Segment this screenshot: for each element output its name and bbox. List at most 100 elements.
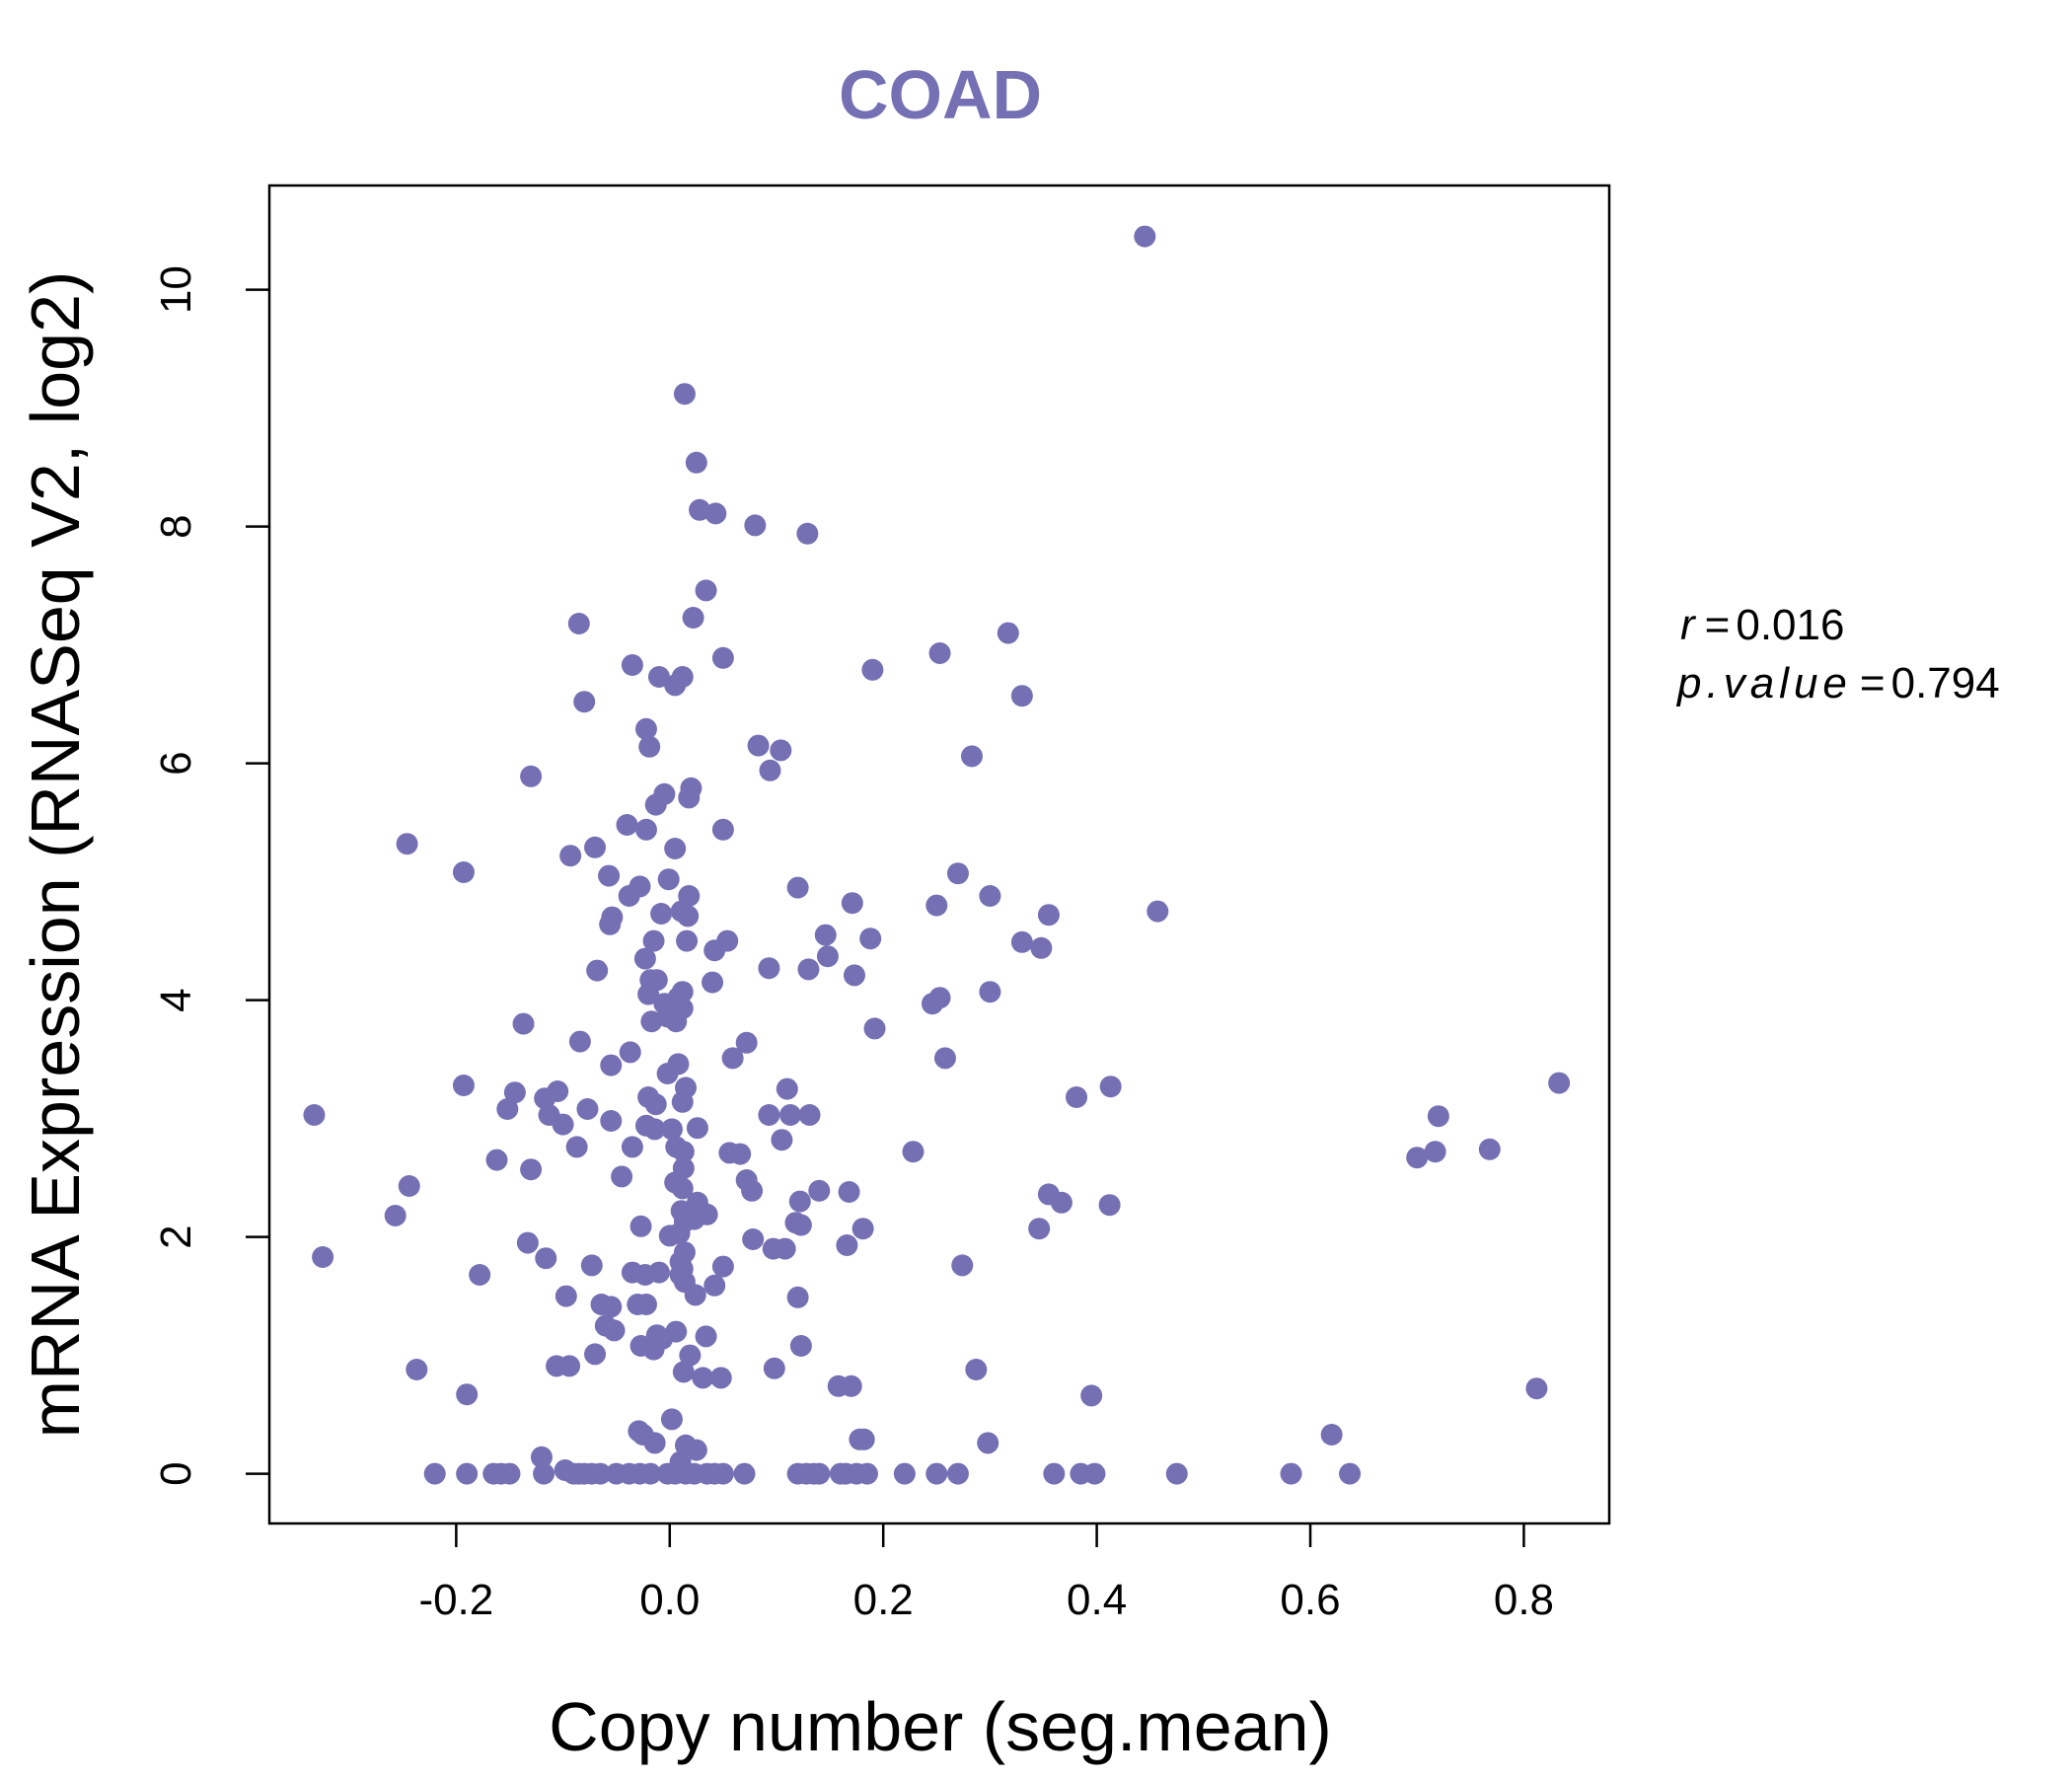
data-point: [580, 1254, 603, 1277]
data-point: [933, 1047, 956, 1070]
data-point: [733, 1462, 756, 1485]
data-point: [552, 1113, 574, 1136]
data-point: [1043, 1462, 1066, 1485]
data-point: [709, 1367, 732, 1389]
data-point: [568, 1030, 591, 1053]
data-point: [1030, 936, 1053, 959]
y-tick-label: 4: [152, 988, 200, 1011]
chart-title: COAD: [839, 56, 1042, 133]
x-axis-title: Copy number (seg.mean): [549, 1688, 1332, 1765]
data-point: [555, 1285, 577, 1307]
data-point: [682, 607, 704, 629]
data-point: [520, 765, 543, 787]
data-point: [1066, 1086, 1088, 1108]
data-point: [788, 1190, 811, 1213]
data-point: [496, 1098, 519, 1120]
data-point: [637, 983, 660, 1005]
p-stat-label: p.value: [1675, 659, 1852, 707]
data-point: [598, 864, 621, 887]
data-point: [619, 1041, 641, 1064]
data-point: [1147, 900, 1169, 923]
data-point: [533, 1462, 555, 1485]
data-point: [841, 892, 863, 915]
data-point: [676, 929, 699, 952]
data-point: [678, 786, 701, 809]
data-point: [808, 1179, 831, 1202]
data-point: [946, 862, 969, 885]
data-point: [452, 861, 475, 883]
data-point: [711, 1462, 734, 1485]
data-point: [843, 964, 865, 987]
data-point: [951, 1254, 974, 1277]
data-point: [861, 658, 884, 681]
data-point: [611, 1165, 633, 1188]
data-point: [711, 818, 734, 841]
data-point: [702, 971, 724, 994]
data-point: [946, 1462, 969, 1485]
data-point: [1427, 1105, 1449, 1128]
data-point: [758, 1104, 780, 1126]
data-point: [679, 1344, 702, 1367]
data-point: [535, 1247, 557, 1270]
data-point: [774, 1237, 796, 1260]
data-point: [1424, 1141, 1446, 1163]
data-point: [603, 1319, 626, 1342]
data-point: [695, 579, 717, 602]
data-point: [703, 939, 726, 962]
data-point: [686, 1117, 708, 1140]
r-stat-equals: =: [1705, 601, 1731, 649]
data-point: [928, 987, 951, 1009]
data-point: [776, 1077, 798, 1100]
data-point: [977, 1432, 999, 1454]
data-point: [729, 1143, 752, 1165]
data-point: [1406, 1147, 1429, 1169]
data-point: [902, 1141, 925, 1163]
data-point: [685, 1439, 707, 1461]
plot-frame: [267, 184, 1611, 1525]
data-point: [1037, 904, 1060, 927]
data-point: [852, 1428, 875, 1450]
data-point: [721, 1047, 744, 1070]
data-point: [423, 1462, 446, 1485]
data-point: [660, 1118, 683, 1141]
y-tick-label: 2: [152, 1224, 200, 1248]
data-point: [303, 1104, 326, 1126]
data-point: [396, 833, 418, 855]
data-point: [711, 1255, 734, 1278]
data-point: [789, 1214, 812, 1236]
data-point: [863, 1017, 886, 1040]
data-point: [398, 1175, 420, 1197]
r-stat-line: r = 0.016: [1680, 601, 1844, 649]
data-point: [660, 1408, 683, 1431]
data-point: [859, 928, 882, 950]
data-point: [647, 666, 670, 688]
data-point: [584, 1343, 607, 1366]
data-point: [1339, 1462, 1362, 1485]
data-point: [1028, 1218, 1051, 1240]
x-tick-label: 0.2: [853, 1576, 914, 1624]
data-point: [1525, 1377, 1548, 1400]
data-point: [836, 1234, 858, 1256]
x-tick-label: 0.8: [1494, 1576, 1554, 1624]
data-point: [925, 1462, 948, 1485]
data-point: [1098, 1194, 1121, 1217]
data-point: [961, 745, 984, 768]
data-point: [456, 1462, 479, 1485]
data-point: [621, 654, 643, 676]
x-axis: -0.2 0.0 0.2 0.4 0.6 0.8: [418, 1523, 1554, 1624]
data-point: [851, 1218, 874, 1240]
y-tick-label: 8: [152, 514, 200, 538]
data-point: [671, 1177, 694, 1200]
data-point: [584, 836, 607, 858]
data-point: [643, 1118, 666, 1141]
correlation-stats: r = 0.016 p.value = 0.794: [1675, 601, 2000, 707]
data-point: [1134, 225, 1156, 248]
data-point: [600, 1296, 623, 1318]
data-point: [634, 818, 657, 841]
data-point: [650, 903, 673, 925]
data-point: [814, 924, 837, 946]
data-point: [406, 1359, 428, 1380]
data-point: [1050, 1191, 1073, 1214]
